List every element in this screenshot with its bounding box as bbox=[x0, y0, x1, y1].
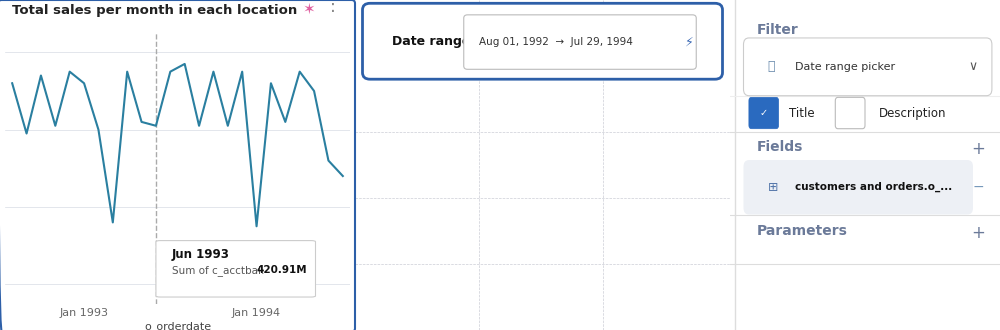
Text: −: − bbox=[973, 180, 984, 194]
Text: Parameters: Parameters bbox=[757, 224, 848, 238]
FancyBboxPatch shape bbox=[749, 97, 779, 129]
Text: Total sales per month in each location: Total sales per month in each location bbox=[12, 4, 297, 17]
Text: Jun 1993: Jun 1993 bbox=[172, 248, 230, 261]
FancyBboxPatch shape bbox=[362, 3, 722, 79]
Text: Fields: Fields bbox=[757, 140, 803, 154]
FancyBboxPatch shape bbox=[835, 97, 865, 129]
FancyBboxPatch shape bbox=[744, 38, 992, 96]
Text: ✶: ✶ bbox=[302, 2, 315, 17]
Text: Title: Title bbox=[789, 107, 815, 120]
Text: Date range: Date range bbox=[392, 35, 471, 48]
FancyBboxPatch shape bbox=[464, 15, 696, 69]
Text: ⋮: ⋮ bbox=[324, 0, 342, 14]
Text: Filter: Filter bbox=[757, 23, 799, 37]
Text: ⚡: ⚡ bbox=[685, 36, 694, 49]
Text: Sum of c_acctbal:: Sum of c_acctbal: bbox=[172, 265, 271, 276]
FancyBboxPatch shape bbox=[156, 241, 316, 297]
Text: Aug 01, 1992  →  Jul 29, 1994: Aug 01, 1992 → Jul 29, 1994 bbox=[479, 37, 633, 47]
Text: ∨: ∨ bbox=[968, 60, 978, 73]
Text: Date range picker: Date range picker bbox=[795, 62, 895, 72]
Text: +: + bbox=[971, 140, 985, 158]
Text: +: + bbox=[971, 224, 985, 243]
Text: Description: Description bbox=[879, 107, 946, 120]
Text: ⊞: ⊞ bbox=[768, 181, 778, 194]
Text: customers and orders.o_...: customers and orders.o_... bbox=[795, 182, 952, 192]
Text: 420.91M: 420.91M bbox=[257, 265, 307, 275]
FancyBboxPatch shape bbox=[744, 160, 973, 214]
Text: ⧉: ⧉ bbox=[768, 60, 775, 73]
X-axis label: o_orderdate: o_orderdate bbox=[144, 321, 211, 330]
Text: ✓: ✓ bbox=[760, 108, 768, 118]
